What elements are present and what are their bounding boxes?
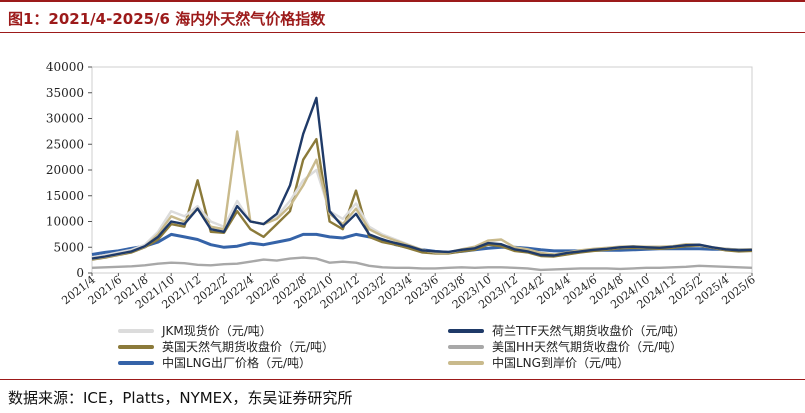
source-bar: 数据来源：ICE，Platts，NYMEX，东吴证券研究所 bbox=[0, 379, 805, 413]
y-tick-label: 0 bbox=[76, 266, 84, 280]
y-tick-label: 15000 bbox=[46, 189, 84, 203]
legend-label: 荷兰TTF天然气期货收盘价（元/吨） bbox=[492, 323, 685, 338]
plot-frame bbox=[91, 66, 753, 274]
series-line bbox=[91, 130, 753, 261]
y-tick-label: 25000 bbox=[46, 137, 84, 151]
series-line bbox=[91, 256, 753, 272]
figure-title: 图1：2021/4-2025/6 海内外天然气价格指数 bbox=[8, 10, 326, 28]
y-tick-label: 5000 bbox=[53, 240, 84, 254]
y-tick-label: 35000 bbox=[46, 86, 84, 100]
y-tick-label: 10000 bbox=[46, 215, 84, 229]
line-chart: 0 5000 10000 15000 20000 25000 30000 35000 40000… bbox=[46, 60, 758, 370]
legend-label: 美国HH天然气期货收盘价（元/吨） bbox=[492, 339, 682, 354]
source-note: 数据来源：ICE，Platts，NYMEX，东吴证券研究所 bbox=[8, 389, 353, 407]
legend-label: 英国天然气期货收盘价（元/吨） bbox=[162, 339, 334, 354]
series-line bbox=[91, 96, 753, 260]
legend-label: 中国LNG出厂价格（元/吨） bbox=[162, 355, 311, 370]
legend-label: 中国LNG到岸价（元/吨） bbox=[492, 355, 629, 370]
figure-title-bar: 图1：2021/4-2025/6 海内外天然气价格指数 bbox=[0, 0, 805, 33]
legend-label: JKM现货价（元/吨） bbox=[161, 323, 272, 338]
y-tick-label: 20000 bbox=[46, 163, 84, 177]
y-tick-label: 30000 bbox=[46, 112, 84, 126]
series-line bbox=[91, 137, 753, 261]
y-tick-label: 40000 bbox=[46, 60, 84, 74]
